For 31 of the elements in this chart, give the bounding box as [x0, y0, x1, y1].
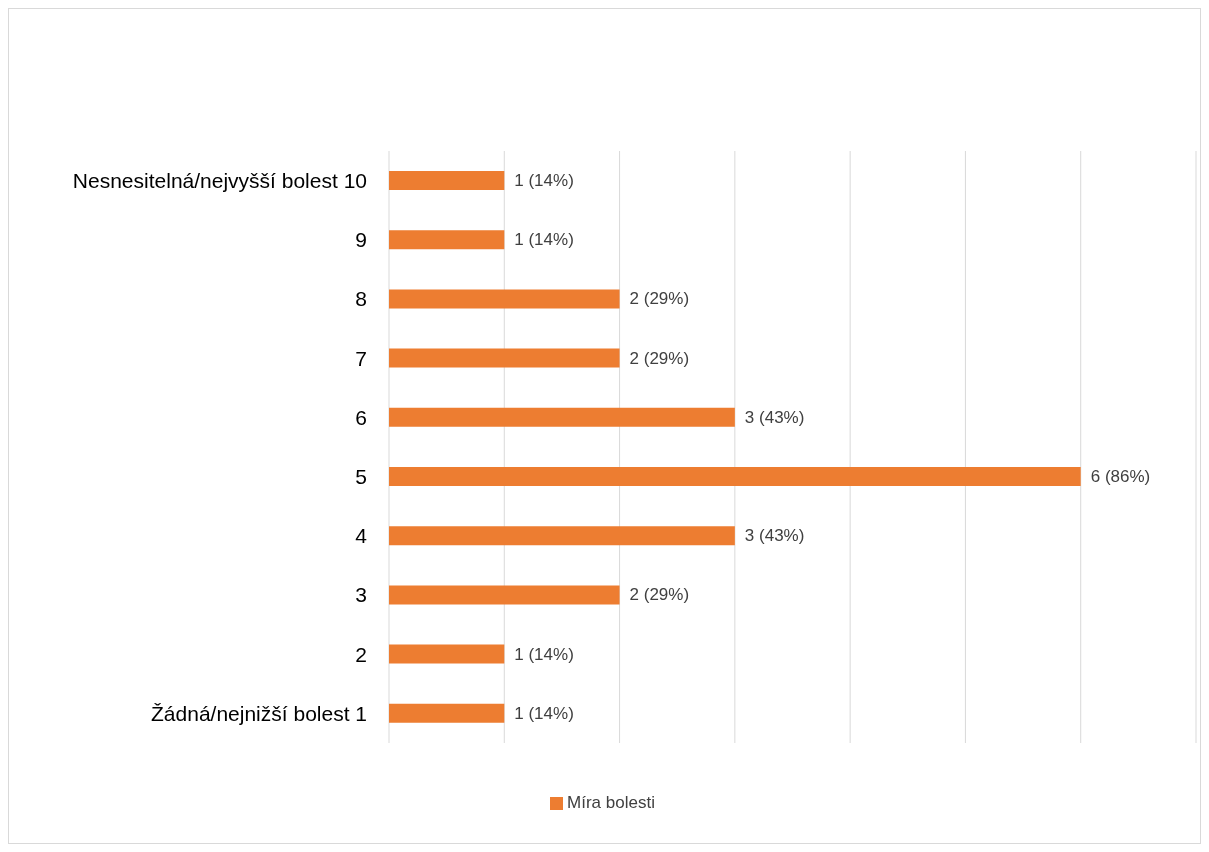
- bar: [389, 407, 735, 427]
- y-tick-label: 8: [355, 287, 367, 311]
- y-tick-label: 9: [355, 228, 367, 252]
- bar: [389, 467, 1081, 486]
- bar: [389, 526, 735, 546]
- data-label: 2 (29%): [629, 348, 690, 368]
- data-label: 3 (43%): [744, 526, 805, 546]
- bar: [389, 348, 620, 368]
- bar: [389, 644, 505, 664]
- y-tick-label: 3: [355, 583, 367, 607]
- data-label: 1 (14%): [514, 171, 574, 190]
- y-tick-label: 7: [355, 346, 367, 370]
- bar: [389, 289, 620, 309]
- bar: [389, 703, 505, 723]
- data-label: 1 (14%): [514, 230, 574, 250]
- bar: [389, 171, 505, 190]
- y-tick-label: Žádná/nejnižší bolest 1: [151, 701, 367, 725]
- y-tick-label: 2: [355, 642, 367, 666]
- bar: [389, 585, 620, 605]
- data-label: 3 (43%): [744, 407, 805, 427]
- y-tick-label: Nesnesitelná/nejvyšší bolest 10: [72, 169, 367, 193]
- data-label: 1 (14%): [514, 703, 574, 723]
- data-label: 2 (29%): [629, 585, 690, 605]
- data-label: 1 (14%): [514, 644, 574, 664]
- y-tick-label: 4: [355, 524, 368, 548]
- legend-label: Míra bolesti: [567, 793, 655, 812]
- data-label: 2 (29%): [629, 289, 690, 309]
- y-tick-label: 5: [355, 465, 367, 489]
- bar: [389, 230, 505, 250]
- y-tick-label: 6: [355, 405, 367, 429]
- data-label: 6 (86%): [1090, 467, 1151, 486]
